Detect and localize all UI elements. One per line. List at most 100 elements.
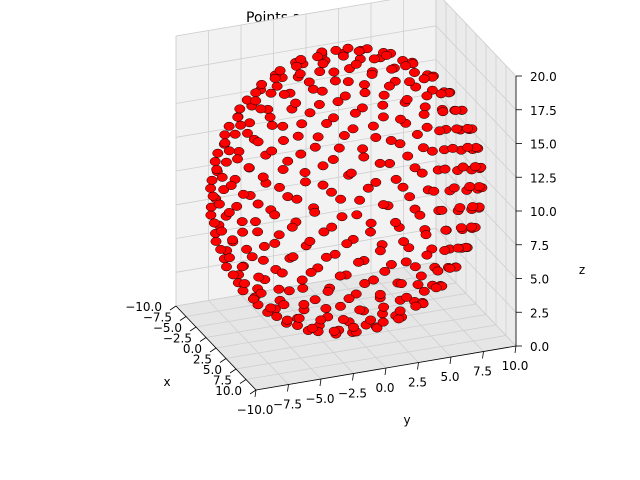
data-point bbox=[351, 210, 363, 220]
data-point bbox=[418, 74, 430, 84]
data-point bbox=[409, 163, 421, 173]
data-point bbox=[338, 131, 350, 140]
data-point bbox=[450, 105, 462, 115]
data-point bbox=[401, 95, 413, 104]
data-point bbox=[233, 147, 245, 156]
data-point bbox=[232, 154, 243, 164]
data-point bbox=[366, 69, 378, 79]
data-point bbox=[278, 89, 290, 99]
z-tick-label: 5.0 bbox=[530, 273, 549, 287]
data-point bbox=[237, 189, 249, 199]
data-point bbox=[348, 322, 359, 332]
data-point bbox=[210, 236, 222, 246]
data-point bbox=[350, 289, 362, 299]
data-point bbox=[207, 191, 219, 201]
y-tick-label: 10.0 bbox=[502, 359, 529, 373]
data-point bbox=[430, 283, 442, 293]
data-point bbox=[264, 112, 276, 122]
data-point bbox=[357, 144, 369, 154]
data-point bbox=[274, 182, 285, 192]
data-point bbox=[444, 263, 456, 273]
data-point bbox=[303, 77, 315, 87]
data-point bbox=[421, 122, 433, 132]
data-point bbox=[283, 286, 295, 296]
data-point bbox=[386, 64, 398, 74]
z-tick-label: 2.5 bbox=[530, 306, 549, 320]
data-point bbox=[241, 244, 253, 254]
data-point bbox=[337, 315, 349, 324]
data-point bbox=[455, 223, 467, 233]
axes-ticks: −10.0−7.5−5.0−2.50.02.55.07.510.0−10.0 −7… bbox=[125, 70, 557, 417]
data-point bbox=[309, 295, 321, 305]
data-point bbox=[253, 272, 265, 282]
data-point bbox=[223, 146, 235, 156]
data-point bbox=[374, 158, 386, 168]
data-point bbox=[320, 304, 332, 313]
data-point bbox=[365, 227, 376, 237]
data-point bbox=[439, 164, 451, 174]
data-point bbox=[266, 120, 278, 130]
data-point bbox=[354, 195, 366, 205]
z-tick-label: 15.0 bbox=[530, 138, 557, 152]
data-point bbox=[452, 243, 464, 253]
data-point bbox=[420, 230, 432, 240]
data-point bbox=[328, 67, 340, 77]
data-point bbox=[469, 162, 481, 172]
data-point bbox=[227, 270, 239, 280]
data-point bbox=[236, 217, 248, 227]
data-point bbox=[333, 143, 345, 153]
data-point bbox=[437, 107, 449, 117]
y-tick-label: −10.0 bbox=[237, 403, 274, 417]
data-point bbox=[265, 88, 277, 98]
data-point bbox=[365, 315, 377, 325]
data-point bbox=[465, 222, 477, 232]
data-point bbox=[400, 257, 412, 267]
x-axis-label: x bbox=[163, 375, 170, 389]
x-tick-label: 7.5 bbox=[213, 374, 232, 388]
data-point bbox=[432, 266, 444, 276]
data-point bbox=[239, 279, 251, 289]
x-tick-label: 10.0 bbox=[215, 384, 242, 398]
data-point bbox=[457, 162, 469, 172]
x-tick-label: −5.0 bbox=[153, 321, 182, 335]
data-point bbox=[335, 301, 346, 311]
data-point bbox=[256, 79, 268, 89]
x-tick-label: −10.0 bbox=[125, 300, 162, 314]
data-point bbox=[409, 262, 421, 272]
data-point bbox=[252, 137, 264, 147]
y-tick-label: −5.0 bbox=[305, 392, 334, 406]
data-point bbox=[334, 271, 346, 281]
data-point bbox=[390, 174, 402, 184]
data-point bbox=[287, 252, 299, 262]
data-point bbox=[336, 212, 348, 222]
data-point bbox=[234, 104, 246, 114]
data-point bbox=[224, 253, 235, 263]
data-point bbox=[300, 177, 311, 187]
data-point bbox=[377, 200, 389, 210]
data-point bbox=[377, 317, 389, 327]
data-point bbox=[377, 112, 389, 122]
data-point bbox=[242, 128, 253, 138]
data-point bbox=[412, 280, 424, 290]
data-point bbox=[265, 303, 277, 313]
data-point bbox=[356, 103, 368, 113]
data-point bbox=[215, 244, 227, 254]
y-tick-mark bbox=[319, 378, 322, 387]
data-point bbox=[426, 146, 438, 156]
data-point bbox=[304, 236, 316, 246]
data-point bbox=[223, 208, 235, 217]
data-point bbox=[250, 96, 262, 106]
data-point bbox=[328, 326, 340, 336]
data-point bbox=[404, 192, 416, 202]
data-point bbox=[371, 323, 383, 333]
y-tick-label: −2.5 bbox=[338, 387, 367, 401]
data-point bbox=[341, 239, 353, 249]
data-point bbox=[377, 100, 389, 110]
data-point bbox=[218, 185, 230, 195]
z-tick-label: 12.5 bbox=[530, 171, 557, 185]
data-point bbox=[255, 104, 267, 114]
data-point bbox=[299, 168, 311, 177]
z-tick-label: 17.5 bbox=[530, 104, 557, 118]
data-point bbox=[434, 126, 446, 136]
data-point bbox=[400, 61, 412, 71]
